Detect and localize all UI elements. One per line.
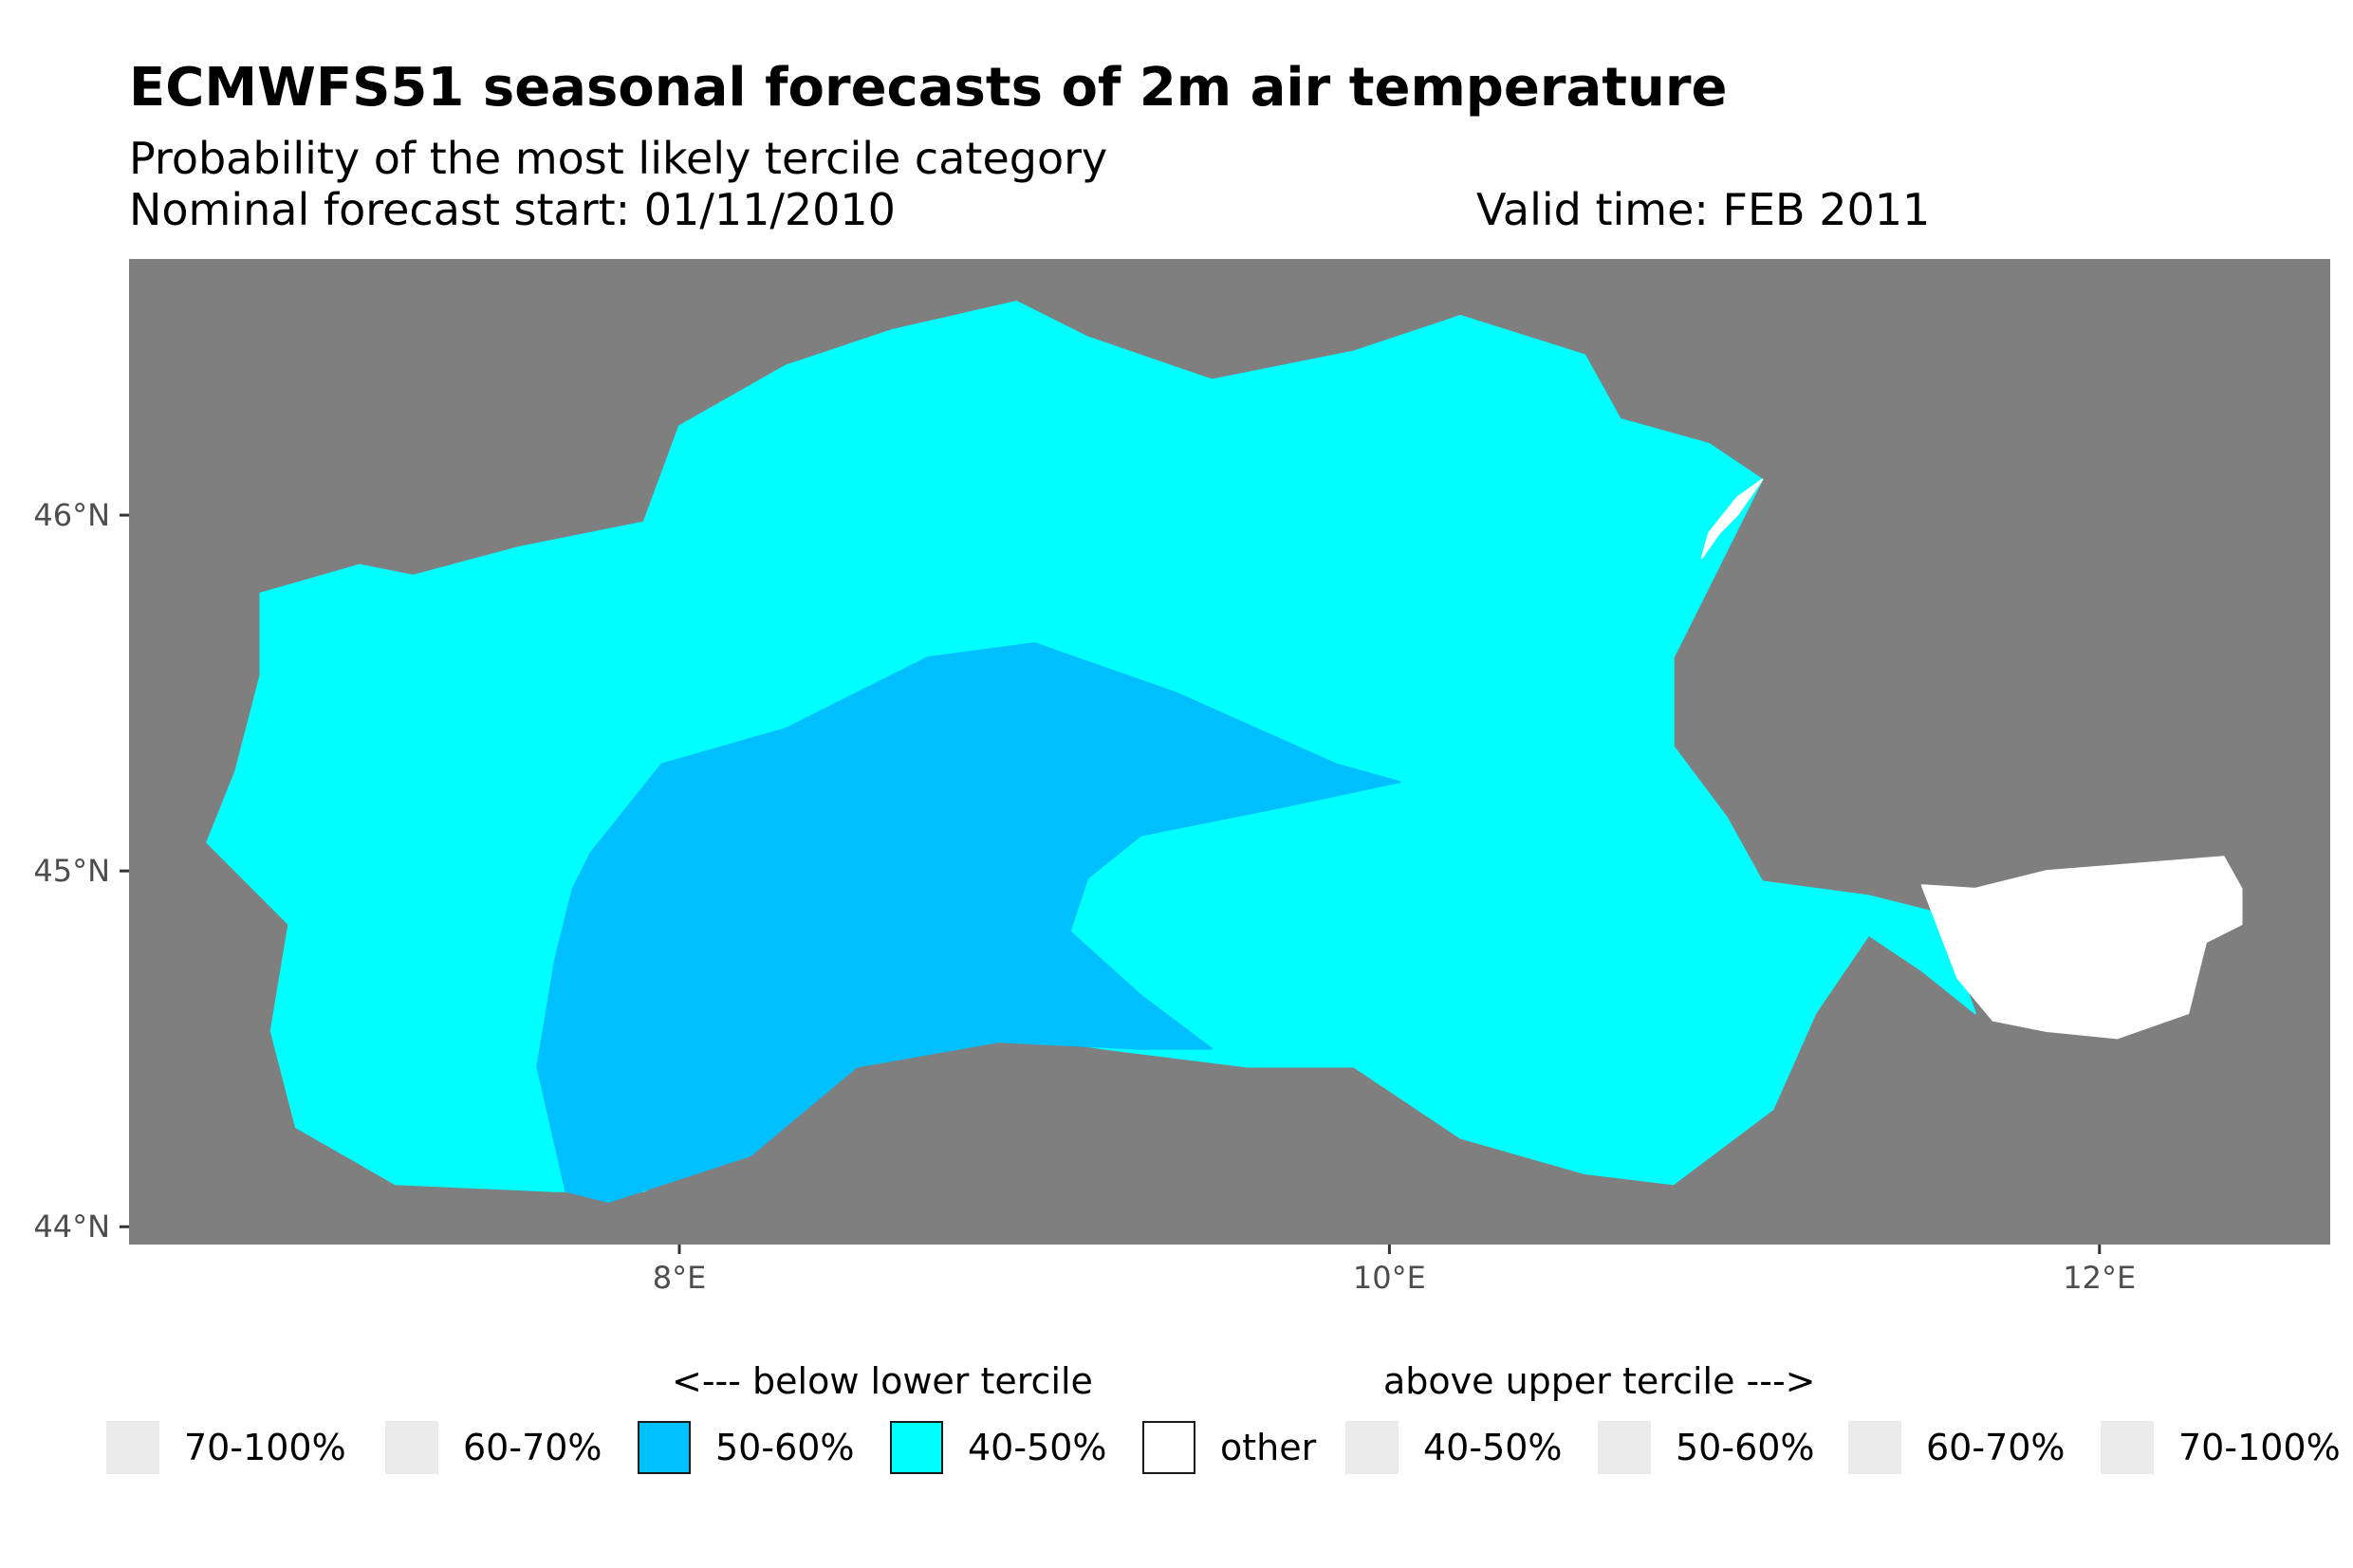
legend-label: 40-50%	[1423, 1427, 1563, 1468]
legend-swatch	[1345, 1421, 1399, 1474]
region-4	[1700, 478, 1764, 560]
legend-swatch	[890, 1421, 943, 1474]
legend-item-above-70-100: 70-100%	[2101, 1419, 2341, 1476]
legend-swatch	[2101, 1421, 2154, 1474]
legend-label: 50-60%	[715, 1427, 855, 1468]
legend-label: 50-60%	[1676, 1427, 1815, 1468]
legend-swatch	[385, 1421, 438, 1474]
legend-swatch	[106, 1421, 159, 1474]
y-tick-label: 44°N	[33, 1208, 110, 1245]
legend-label: 70-100%	[2178, 1427, 2341, 1468]
legend-item-below-70-100: 70-100%	[106, 1419, 346, 1476]
legend-heading-below: <--- below lower tercile	[672, 1360, 1093, 1402]
legend-item-below-50-60: 50-60%	[638, 1419, 855, 1476]
y-tick-label: 46°N	[33, 497, 110, 533]
x-tick-label: 12°E	[2063, 1260, 2136, 1296]
x-tick-label: 10°E	[1353, 1260, 1426, 1296]
y-tick-label: 45°N	[33, 853, 110, 889]
legend-item-above-40-50: 40-50%	[1345, 1419, 1563, 1476]
legend-item-above-60-70: 60-70%	[1848, 1419, 2066, 1476]
legend-label: other	[1220, 1427, 1317, 1468]
legend-swatch	[1848, 1421, 1901, 1474]
legend-label: 70-100%	[184, 1427, 346, 1468]
legend-item-below-40-50: 40-50%	[890, 1419, 1107, 1476]
forecast-start: Nominal forecast start: 01/11/2010	[129, 184, 896, 235]
chart-subtitle: Probability of the most likely tercile c…	[129, 133, 1108, 184]
legend-item-other: other	[1142, 1419, 1316, 1476]
legend-swatch	[1142, 1421, 1195, 1474]
legend-item-below-60-70: 60-70%	[385, 1419, 602, 1476]
legend-swatch	[638, 1421, 691, 1474]
legend-label: 60-70%	[463, 1427, 602, 1468]
legend-swatch	[1598, 1421, 1651, 1474]
legend-item-above-50-60: 50-60%	[1598, 1419, 1815, 1476]
legend-label: 40-50%	[968, 1427, 1107, 1468]
region-3	[1920, 856, 2243, 1040]
valid-time: Valid time: FEB 2011	[1476, 184, 1931, 235]
legend-heading-above: above upper tercile --->	[1383, 1360, 1816, 1402]
region-2	[536, 642, 1401, 1203]
chart-title: ECMWFS51 seasonal forecasts of 2m air te…	[129, 57, 1728, 119]
legend-label: 60-70%	[1926, 1427, 2066, 1468]
x-tick-label: 8°E	[653, 1260, 707, 1296]
